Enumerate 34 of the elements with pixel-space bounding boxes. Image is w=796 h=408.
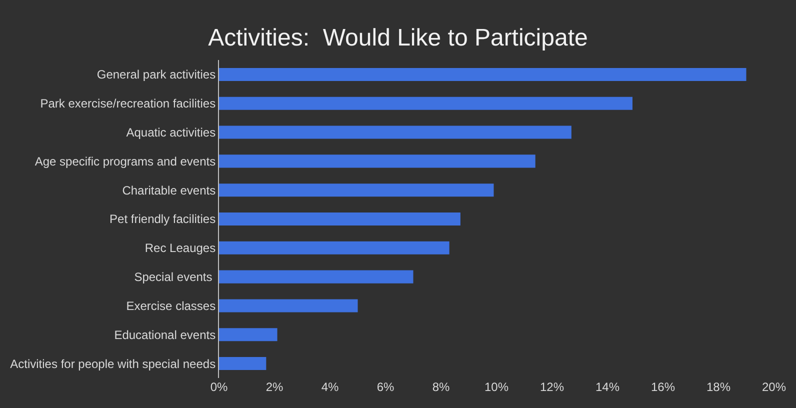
- x-tick-label: 8%: [432, 380, 450, 394]
- bar: [219, 154, 536, 168]
- bar: [219, 357, 266, 370]
- bar: [219, 299, 358, 312]
- bar: [219, 184, 494, 197]
- x-tick-label: 20%: [762, 380, 786, 394]
- y-tick-label: General park activities: [96, 68, 216, 82]
- y-tick-label: Educational events: [114, 328, 216, 342]
- x-tick-label: 4%: [321, 380, 339, 394]
- bar: [219, 241, 450, 254]
- bar: [219, 68, 746, 81]
- y-tick-label: Aquatic activities: [126, 125, 216, 140]
- y-tick-label: Exercise classes: [126, 298, 216, 313]
- y-tick-label: Activities for people with special needs: [10, 356, 216, 371]
- bar: [219, 328, 278, 342]
- y-tick-label: Age specific programs and events: [34, 154, 216, 168]
- x-tick-label: 10%: [484, 380, 509, 394]
- bar: [219, 212, 460, 226]
- y-tick-label: Charitable events: [122, 183, 216, 198]
- y-tick-label: Rec Leauges: [144, 241, 216, 256]
- x-tick-label: 14%: [595, 380, 620, 394]
- x-tick-label: 18%: [706, 380, 731, 394]
- bar: [219, 96, 632, 110]
- x-tick-label: 16%: [650, 380, 676, 394]
- x-tick-label: 12%: [540, 380, 564, 394]
- chart-title: Activities: Would Like to Participate: [208, 24, 588, 52]
- x-tick-label: 6%: [376, 380, 394, 394]
- y-tick-label: Pet friendly facilities: [110, 212, 216, 226]
- bar: [219, 270, 414, 284]
- y-tick-label: Park exercise/recreation facilities: [40, 96, 216, 111]
- y-tick-label: Special events: [134, 270, 216, 284]
- x-tick-label: 0%: [210, 380, 228, 394]
- x-tick-label: 2%: [266, 380, 284, 394]
- bar: [219, 126, 572, 139]
